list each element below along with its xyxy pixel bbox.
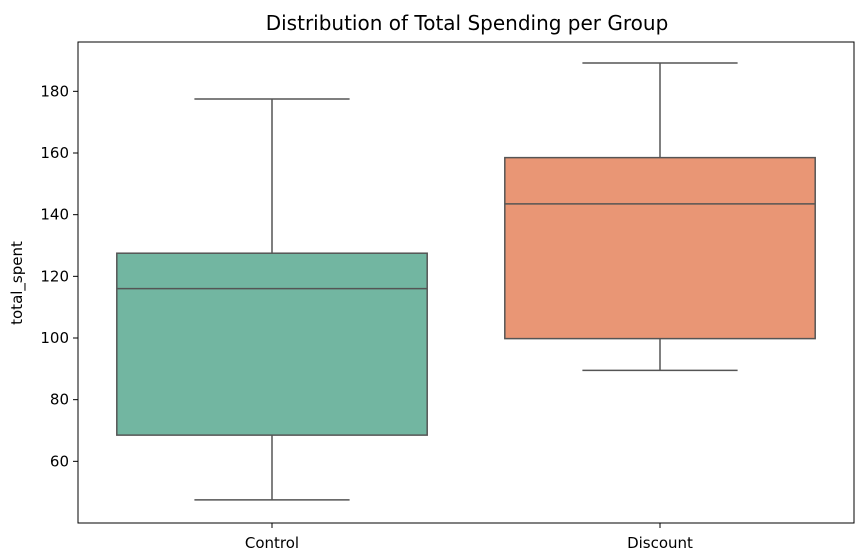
y-tick-label: 80: [50, 391, 69, 409]
box-control: [116, 252, 428, 436]
box-discount: [504, 156, 816, 340]
y-tick-label: 180: [40, 82, 69, 100]
y-tick-label: 60: [50, 452, 69, 470]
x-tick-label: Discount: [627, 534, 693, 552]
y-tick-label: 120: [40, 267, 69, 285]
y-tick-label: 140: [40, 206, 69, 224]
y-axis-label: total_spent: [8, 241, 27, 325]
y-tick-label: 100: [40, 329, 69, 347]
chart-title: Distribution of Total Spending per Group: [266, 11, 669, 35]
plot-area: 60 80 100 120 140 160 180 Control Discount: [40, 62, 816, 552]
x-tick-label: Control: [245, 534, 299, 552]
y-tick-label: 160: [40, 144, 69, 162]
plot-frame: [77, 41, 855, 524]
